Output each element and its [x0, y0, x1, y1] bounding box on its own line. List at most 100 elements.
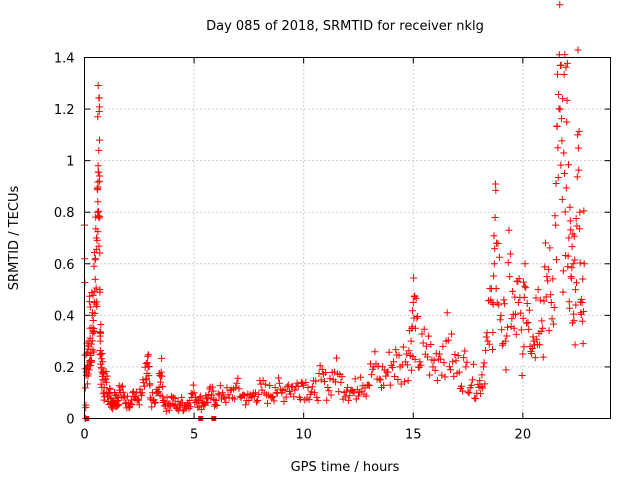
- data-point: [460, 354, 468, 362]
- data-point: [96, 337, 104, 345]
- data-point: [232, 384, 240, 392]
- data-point: [311, 389, 319, 397]
- data-point: [574, 131, 582, 139]
- data-point: [375, 375, 383, 383]
- data-point: [412, 294, 420, 302]
- data-point: [514, 278, 522, 286]
- data-point: [556, 1, 564, 9]
- data-point: [528, 349, 536, 357]
- data-point: [83, 380, 91, 388]
- data-point: [544, 277, 552, 285]
- data-point: [573, 173, 581, 181]
- data-point: [374, 362, 382, 370]
- data-point: [382, 372, 390, 380]
- data-point: [569, 260, 577, 268]
- data-point: [362, 392, 370, 400]
- data-point: [534, 286, 542, 294]
- data-point: [492, 186, 500, 194]
- data-point: [127, 400, 135, 408]
- data-point: [427, 340, 435, 348]
- data-point: [551, 212, 559, 220]
- data-point: [506, 250, 514, 258]
- data-point: [274, 374, 282, 382]
- data-point: [411, 324, 419, 332]
- data-point: [559, 288, 567, 296]
- data-point: [544, 265, 552, 273]
- x-tick-label: 15: [405, 428, 422, 443]
- data-point: [94, 198, 102, 206]
- data-point: [326, 375, 334, 383]
- data-point: [96, 172, 104, 180]
- data-point: [568, 243, 576, 251]
- data-point: [522, 319, 530, 327]
- data-point: [566, 304, 574, 312]
- data-point: [144, 352, 152, 360]
- data-point: [552, 256, 560, 264]
- data-point: [525, 325, 533, 333]
- data-point: [559, 267, 567, 275]
- data-point: [547, 291, 555, 299]
- data-point: [558, 195, 566, 203]
- data-point: [519, 350, 527, 358]
- data-point: [540, 297, 548, 305]
- data-point: [240, 392, 248, 400]
- data-point: [505, 226, 513, 234]
- y-tick-label: 0.8: [54, 206, 75, 221]
- data-point: [518, 371, 526, 379]
- x-tick-label: 20: [515, 428, 532, 443]
- data-point: [450, 372, 458, 380]
- data-point: [498, 326, 506, 334]
- data-point: [380, 381, 388, 389]
- data-point: [413, 314, 421, 322]
- data-point: [94, 208, 102, 216]
- data-point: [557, 61, 565, 69]
- data-point: [335, 388, 343, 396]
- data-point: [91, 275, 99, 283]
- data-point: [222, 398, 230, 406]
- data-point: [187, 389, 195, 397]
- data-point: [430, 356, 438, 364]
- data-point: [156, 378, 164, 386]
- y-tick-label: 0: [66, 413, 74, 428]
- data-point: [462, 363, 470, 371]
- data-point: [349, 387, 357, 395]
- data-point: [94, 162, 102, 170]
- data-point: [542, 293, 550, 301]
- data-point: [399, 343, 407, 351]
- data-point: [554, 174, 562, 182]
- data-point: [454, 352, 462, 360]
- data-point: [395, 351, 403, 359]
- data-point: [127, 396, 135, 404]
- data-point: [261, 380, 269, 388]
- data-point: [414, 313, 422, 321]
- data-point: [138, 389, 146, 397]
- data-point: [87, 340, 95, 348]
- data-point: [400, 378, 408, 386]
- data-point: [376, 376, 384, 384]
- data-point: [94, 113, 102, 121]
- data-point: [216, 382, 224, 390]
- data-point: [449, 358, 457, 366]
- data-point: [114, 393, 122, 401]
- data-point: [517, 326, 525, 334]
- data-point: [404, 377, 412, 385]
- data-point: [337, 378, 345, 386]
- data-point: [88, 324, 96, 332]
- data-point: [135, 396, 143, 404]
- data-point: [185, 405, 193, 413]
- data-point: [323, 396, 331, 404]
- data-point: [239, 391, 247, 399]
- data-point: [92, 284, 100, 292]
- data-point: [409, 298, 417, 306]
- data-point: [324, 384, 332, 392]
- data-point: [501, 337, 509, 345]
- data-point: [489, 346, 497, 354]
- data-points: [81, 1, 588, 422]
- data-point: [494, 240, 502, 248]
- data-point: [96, 346, 104, 354]
- data-point: [205, 391, 213, 399]
- data-point: [84, 370, 92, 378]
- data-point: [158, 392, 166, 400]
- data-point: [231, 395, 239, 403]
- data-point: [145, 372, 153, 380]
